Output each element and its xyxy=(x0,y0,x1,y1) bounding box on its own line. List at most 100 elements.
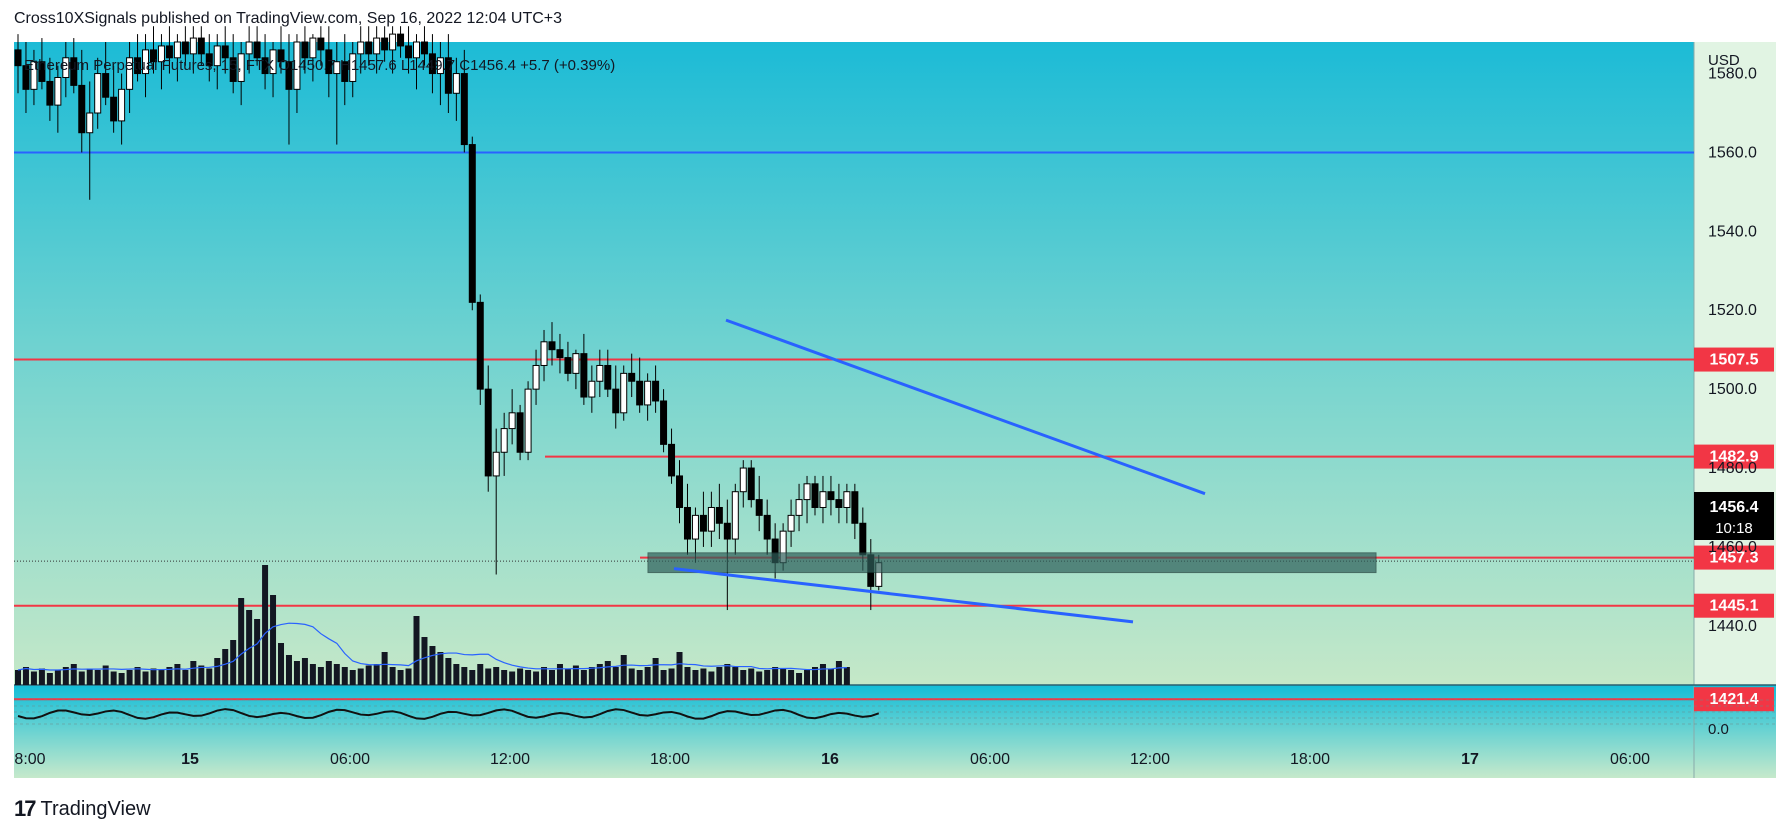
last-price-badge xyxy=(1694,492,1774,540)
candle-body xyxy=(22,65,30,90)
volume-bar xyxy=(254,619,261,685)
candle-body xyxy=(317,37,325,51)
volume-bar xyxy=(437,652,444,685)
candle-body xyxy=(572,353,580,374)
volume-bar xyxy=(246,610,253,685)
volume-bar xyxy=(772,667,779,685)
candle-body xyxy=(500,428,508,453)
candle-body xyxy=(508,412,516,430)
volume-bar xyxy=(724,664,731,685)
candle-body xyxy=(134,57,142,75)
y-tick-label: 1540.0 xyxy=(1708,223,1757,240)
volume-bar xyxy=(349,670,356,685)
volume-bar xyxy=(612,667,619,685)
candle-body xyxy=(405,45,413,59)
volume-bar xyxy=(604,661,611,685)
volume-bar xyxy=(158,670,165,685)
y-tick-label: 1520.0 xyxy=(1708,302,1757,319)
volume-bar xyxy=(517,668,524,685)
volume-bar xyxy=(22,667,29,685)
candle-body xyxy=(229,57,237,82)
candle-body xyxy=(253,41,261,59)
candle-body xyxy=(835,499,843,508)
volume-bar xyxy=(644,667,651,685)
candle-body xyxy=(636,380,644,406)
volume-bar xyxy=(429,646,436,685)
candle-body xyxy=(604,364,612,390)
candle-body xyxy=(620,372,628,414)
candle-body xyxy=(189,37,197,55)
candle-body xyxy=(54,77,62,106)
candle-body xyxy=(38,61,46,82)
x-tick-label: 18:00 xyxy=(1290,751,1330,768)
candle-body xyxy=(452,73,460,94)
volume-bar xyxy=(373,664,380,685)
volume-bar xyxy=(46,673,53,685)
countdown-label: 10:18 xyxy=(1715,520,1753,537)
candle-body xyxy=(389,33,397,51)
volume-bar xyxy=(190,661,197,685)
candle-body xyxy=(699,514,707,532)
candle-body xyxy=(102,73,110,98)
candle-body xyxy=(181,41,189,55)
candle-body xyxy=(803,483,811,501)
volume-bar xyxy=(333,664,340,685)
tradingview-logo-icon: 17 xyxy=(14,796,37,821)
x-tick-label: 12:00 xyxy=(1130,751,1170,768)
level-badge-1 xyxy=(1694,347,1774,372)
candle-body xyxy=(14,49,22,67)
candle-body xyxy=(157,45,165,63)
candle-body xyxy=(349,53,357,82)
candle-body xyxy=(755,499,763,516)
candle-body xyxy=(644,380,652,406)
candle-body xyxy=(660,400,668,445)
candle-body xyxy=(197,37,205,55)
footer-brand: 17 TradingView xyxy=(14,796,151,822)
candle-body xyxy=(30,61,38,90)
volume-bar xyxy=(692,670,699,685)
level-label-2: 1482.9 xyxy=(1710,449,1759,466)
candle-body xyxy=(668,443,676,477)
volume-bar xyxy=(580,670,587,685)
volume-bar xyxy=(716,667,723,685)
volume-bar xyxy=(182,670,189,685)
y-tick-label: 1440.0 xyxy=(1708,618,1757,635)
volume-bar xyxy=(397,670,404,685)
volume-bar xyxy=(469,670,476,685)
level-badge-3 xyxy=(1694,545,1774,570)
x-tick-label: 06:00 xyxy=(1610,751,1650,768)
volume-bar xyxy=(588,667,595,685)
candle-body xyxy=(516,412,524,453)
volume-bar xyxy=(389,667,396,685)
candle-body xyxy=(460,73,468,146)
volume-bar xyxy=(301,658,308,685)
volume-bar xyxy=(238,598,245,685)
volume-bar xyxy=(835,661,842,685)
x-tick-label: 06:00 xyxy=(330,751,370,768)
volume-bar xyxy=(493,667,500,685)
price-chart[interactable]: 1507.5 1482.9 1457.3 1445.1 1421.4 1580.0 156… xyxy=(0,0,1791,790)
y-tick-label: 1580.0 xyxy=(1708,66,1757,83)
candle-body xyxy=(46,80,54,106)
candle-body xyxy=(309,37,317,59)
candle-body xyxy=(277,49,285,63)
volume-bar xyxy=(804,670,811,685)
volume-bar xyxy=(78,671,85,685)
candle-body xyxy=(524,388,532,453)
volume-bar xyxy=(748,668,755,685)
x-tick-label: 06:00 xyxy=(970,751,1010,768)
candle-body xyxy=(564,357,572,374)
candle-body xyxy=(78,84,86,134)
x-tick-label: 16 xyxy=(821,751,839,768)
volume-bar xyxy=(652,658,659,685)
x-tick-label: 15 xyxy=(181,751,199,768)
volume-ma-line xyxy=(17,622,847,671)
volume-bar xyxy=(341,667,348,685)
volume-bar xyxy=(628,668,635,685)
candle-body xyxy=(428,53,436,75)
volume-bar xyxy=(636,670,643,685)
candle-body xyxy=(357,41,365,55)
volume-bar xyxy=(827,668,834,685)
volume-bar xyxy=(485,668,492,685)
candle-body xyxy=(476,301,484,390)
